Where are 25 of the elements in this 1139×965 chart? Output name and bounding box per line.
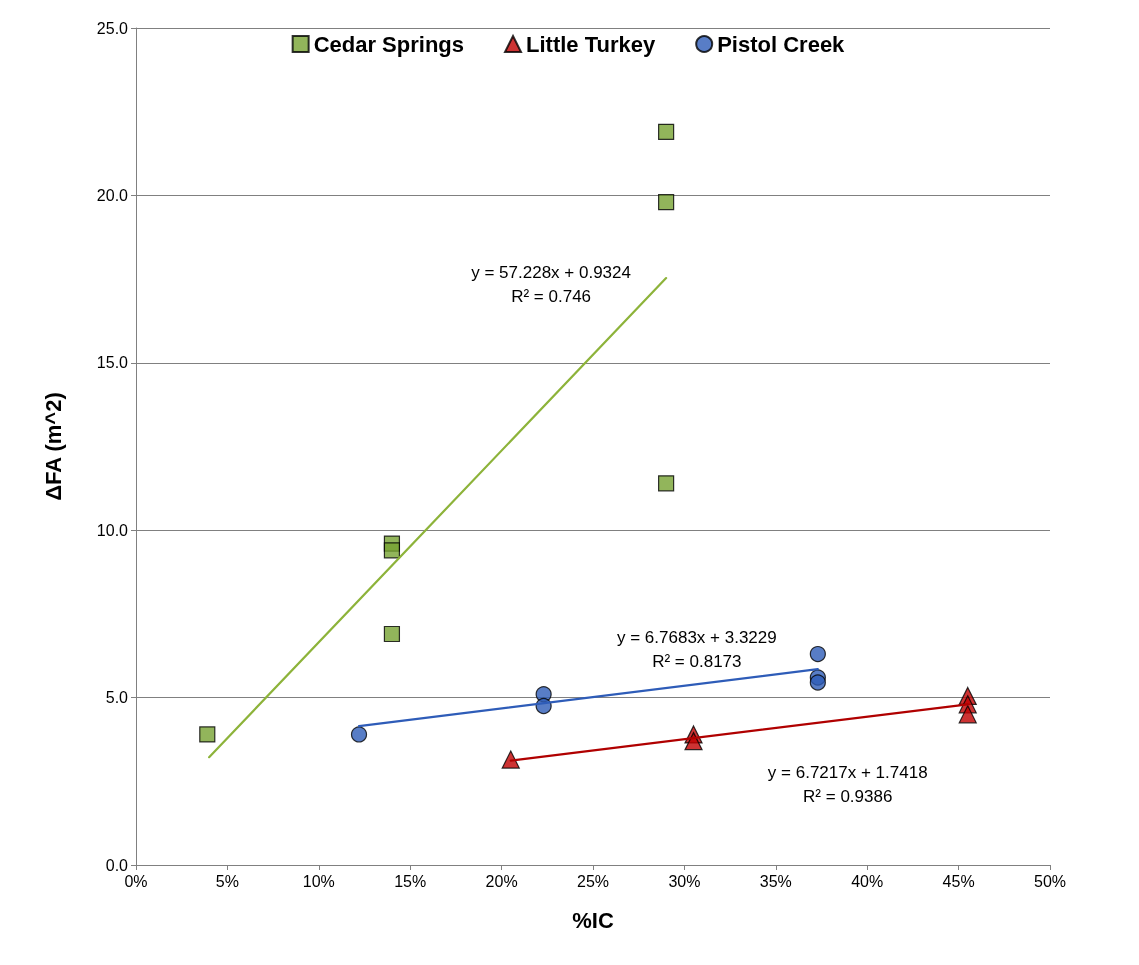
y-tick-label: 10.0 <box>96 521 129 539</box>
annotation: y = 57.228x + 0.9324 R² = 0.746 <box>471 262 631 306</box>
x-tick-label: 40% <box>851 872 884 890</box>
x-tick-label: 45% <box>942 872 975 890</box>
y-tick-label: 15.0 <box>96 354 129 372</box>
x-tick-label: 10% <box>302 872 335 890</box>
x-tick-label: 5% <box>215 872 239 890</box>
y-tick-label: 20.0 <box>96 186 129 204</box>
legend-label: Little Turkey <box>526 31 656 57</box>
y-tick-label: 0.0 <box>105 856 129 874</box>
annotation: y = 6.7683x + 3.3229 R² = 0.8173 <box>616 627 777 671</box>
x-tick-label: 15% <box>394 872 427 890</box>
x-tick-label: 50% <box>1033 872 1067 890</box>
x-tick-label: 0% <box>124 872 148 890</box>
x-axis-title: %IC <box>572 907 614 933</box>
x-tick-label: 25% <box>576 872 610 890</box>
y-axis-title: ΔFA (m^2) <box>40 392 66 501</box>
y-tick-label: 5.0 <box>105 689 129 707</box>
annotation: y = 6.7217x + 1.7418 R² = 0.9386 <box>767 762 928 806</box>
x-tick-label: 35% <box>759 872 792 890</box>
legend-label: Cedar Springs <box>313 31 465 57</box>
legend-label: Pistol Creek <box>717 31 846 57</box>
x-tick-label: 20% <box>485 872 518 890</box>
y-tick-label: 25.0 <box>96 19 129 37</box>
x-tick-label: 30% <box>668 872 701 890</box>
